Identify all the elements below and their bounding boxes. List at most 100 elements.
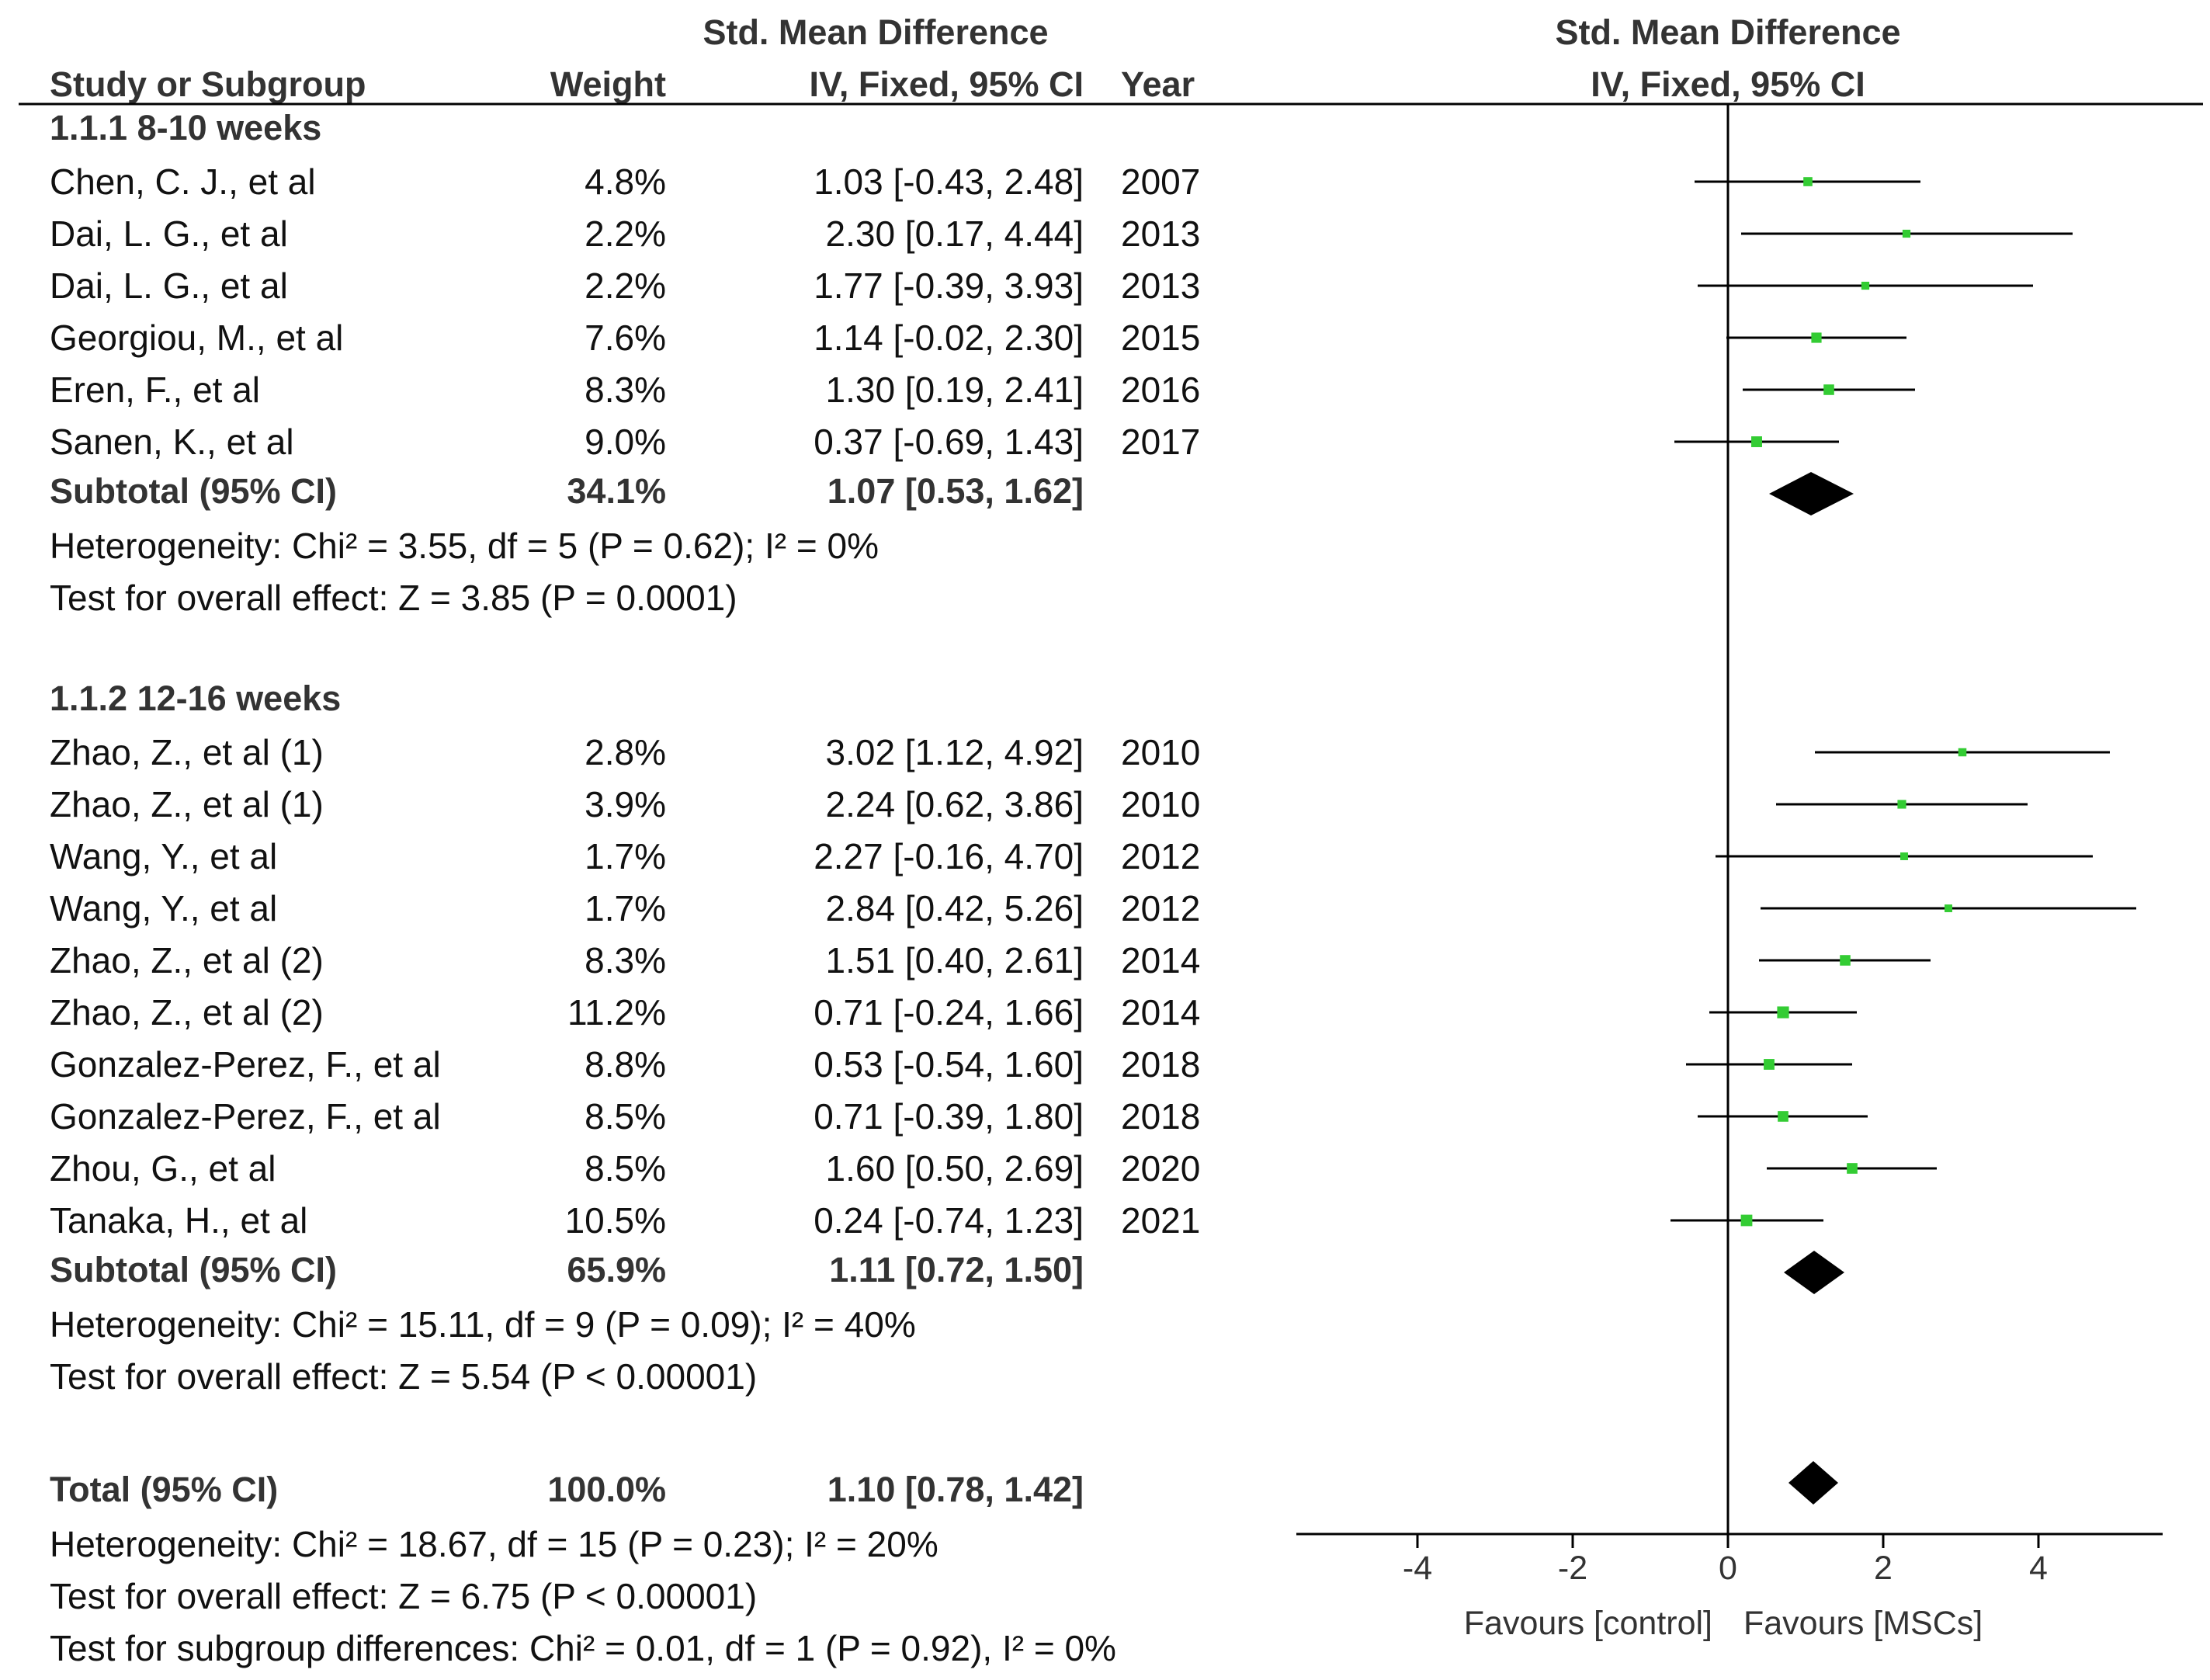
study-name: Sanen, K., et al bbox=[50, 422, 294, 462]
study-weight: 2.2% bbox=[585, 213, 666, 254]
favours-right-label: Favours [MSCs] bbox=[1743, 1605, 1983, 1642]
study-ci-text: 2.27 [-0.16, 4.70] bbox=[814, 836, 1084, 876]
year-column-header: Year bbox=[1121, 64, 1195, 104]
point-estimate-marker bbox=[1840, 955, 1851, 966]
heterogeneity-text: Heterogeneity: Chi² = 15.11, df = 9 (P =… bbox=[50, 1304, 916, 1345]
study-name: Dai, L. G., et al bbox=[50, 266, 288, 306]
study-year: 2018 bbox=[1121, 1096, 1200, 1137]
study-ci-text: 0.53 [-0.54, 1.60] bbox=[814, 1044, 1084, 1085]
x-axis-tick-label: 0 bbox=[1719, 1550, 1737, 1587]
point-estimate-marker bbox=[1778, 1111, 1788, 1122]
study-year: 2016 bbox=[1121, 370, 1200, 410]
study-year: 2012 bbox=[1121, 888, 1200, 929]
study-ci-text: 2.30 [0.17, 4.44] bbox=[826, 213, 1084, 254]
total-ci-text: 1.10 [0.78, 1.42] bbox=[827, 1470, 1084, 1509]
study-weight: 10.5% bbox=[565, 1200, 666, 1241]
study-name: Zhao, Z., et al (2) bbox=[50, 940, 324, 981]
x-axis-tick-label: 2 bbox=[1874, 1550, 1893, 1587]
study-ci-text: 1.51 [0.40, 2.61] bbox=[826, 940, 1084, 981]
point-estimate-marker bbox=[1897, 800, 1906, 809]
study-name: Eren, F., et al bbox=[50, 370, 260, 410]
study-ci-text: 0.24 [-0.74, 1.23] bbox=[814, 1200, 1084, 1241]
study-name: Zhou, G., et al bbox=[50, 1148, 276, 1189]
study-year: 2017 bbox=[1121, 422, 1200, 462]
study-ci-text: 0.71 [-0.24, 1.66] bbox=[814, 992, 1084, 1033]
study-weight: 1.7% bbox=[585, 836, 666, 876]
study-weight: 8.5% bbox=[585, 1096, 666, 1137]
plot-header-line1: Std. Mean Difference bbox=[1555, 12, 1900, 52]
study-ci-text: 1.14 [-0.02, 2.30] bbox=[814, 318, 1084, 358]
study-year: 2012 bbox=[1121, 836, 1200, 876]
study-weight: 7.6% bbox=[585, 318, 666, 358]
subtotal-label: Subtotal (95% CI) bbox=[50, 471, 337, 511]
study-weight: 4.8% bbox=[585, 161, 666, 202]
overall-effect-text: Test for overall effect: Z = 5.54 (P < 0… bbox=[50, 1356, 757, 1397]
study-year: 2015 bbox=[1121, 318, 1200, 358]
study-name: Zhao, Z., et al (1) bbox=[50, 784, 324, 824]
heterogeneity-text: Heterogeneity: Chi² = 3.55, df = 5 (P = … bbox=[50, 526, 879, 566]
total-weight: 100.0% bbox=[547, 1470, 666, 1509]
plot-header-line2: IV, Fixed, 95% CI bbox=[1591, 64, 1865, 104]
study-name: Dai, L. G., et al bbox=[50, 213, 288, 254]
subtotal-ci-text: 1.11 [0.72, 1.50] bbox=[829, 1250, 1084, 1290]
study-weight: 11.2% bbox=[567, 992, 666, 1033]
subtotal-label: Subtotal (95% CI) bbox=[50, 1250, 337, 1290]
point-estimate-marker bbox=[1777, 1006, 1789, 1019]
study-ci-text: 1.77 [-0.39, 3.93] bbox=[814, 266, 1084, 306]
subgroup-title: 1.1.1 8-10 weeks bbox=[50, 108, 321, 148]
subtotal-diamond bbox=[1769, 472, 1854, 515]
point-estimate-marker bbox=[1751, 436, 1762, 447]
study-weight: 8.5% bbox=[585, 1148, 666, 1189]
study-ci-text: 1.03 [-0.43, 2.48] bbox=[814, 161, 1084, 202]
point-estimate-marker bbox=[1847, 1163, 1858, 1174]
study-year: 2010 bbox=[1121, 784, 1200, 824]
favours-left-label: Favours [control] bbox=[1464, 1605, 1712, 1642]
weight-column-header: Weight bbox=[550, 64, 666, 104]
point-estimate-marker bbox=[1900, 852, 1908, 860]
study-year: 2013 bbox=[1121, 213, 1200, 254]
study-ci-text: 0.37 [-0.69, 1.43] bbox=[814, 422, 1084, 462]
smd-header-line2: IV, Fixed, 95% CI bbox=[810, 64, 1084, 104]
subgroup-title: 1.1.2 12-16 weeks bbox=[50, 679, 341, 718]
total-overall-effect-text: Test for overall effect: Z = 6.75 (P < 0… bbox=[50, 1576, 757, 1616]
study-ci-text: 0.71 [-0.39, 1.80] bbox=[814, 1096, 1084, 1137]
study-weight: 1.7% bbox=[585, 888, 666, 929]
study-year: 2020 bbox=[1121, 1148, 1200, 1189]
study-ci-text: 1.30 [0.19, 2.41] bbox=[826, 370, 1084, 410]
point-estimate-marker bbox=[1945, 904, 1952, 912]
smd-header-line1: Std. Mean Difference bbox=[703, 12, 1048, 52]
subtotal-diamond bbox=[1784, 1251, 1844, 1294]
study-weight: 2.8% bbox=[585, 732, 666, 772]
point-estimate-marker bbox=[1958, 748, 1967, 757]
subtotal-ci-text: 1.07 [0.53, 1.62] bbox=[827, 471, 1084, 511]
study-weight: 8.3% bbox=[585, 370, 666, 410]
study-weight: 9.0% bbox=[585, 422, 666, 462]
study-weight: 8.3% bbox=[585, 940, 666, 981]
study-name: Gonzalez-Perez, F., et al bbox=[50, 1044, 441, 1085]
study-weight: 8.8% bbox=[585, 1044, 666, 1085]
study-name: Wang, Y., et al bbox=[50, 836, 277, 876]
subtotal-weight: 65.9% bbox=[567, 1250, 666, 1290]
point-estimate-marker bbox=[1764, 1059, 1775, 1070]
point-estimate-marker bbox=[1902, 229, 1911, 238]
total-label: Total (95% CI) bbox=[50, 1470, 278, 1509]
overall-effect-text: Test for overall effect: Z = 3.85 (P = 0… bbox=[50, 578, 737, 618]
x-axis-tick-label: -2 bbox=[1558, 1550, 1587, 1587]
subgroup-differences-text: Test for subgroup differences: Chi² = 0.… bbox=[50, 1628, 1116, 1668]
subtotal-weight: 34.1% bbox=[567, 471, 666, 511]
study-name: Georgiou, M., et al bbox=[50, 318, 343, 358]
study-weight: 2.2% bbox=[585, 266, 666, 306]
study-name: Zhao, Z., et al (1) bbox=[50, 732, 324, 772]
study-ci-text: 1.60 [0.50, 2.69] bbox=[826, 1148, 1084, 1189]
study-name: Gonzalez-Perez, F., et al bbox=[50, 1096, 441, 1137]
point-estimate-marker bbox=[1803, 177, 1813, 186]
study-name: Chen, C. J., et al bbox=[50, 161, 316, 202]
study-ci-text: 3.02 [1.12, 4.92] bbox=[826, 732, 1084, 772]
study-year: 2014 bbox=[1121, 992, 1200, 1033]
study-year: 2013 bbox=[1121, 266, 1200, 306]
study-column-header: Study or Subgroup bbox=[50, 64, 366, 104]
study-weight: 3.9% bbox=[585, 784, 666, 824]
study-year: 2014 bbox=[1121, 940, 1200, 981]
point-estimate-marker bbox=[1861, 281, 1870, 290]
